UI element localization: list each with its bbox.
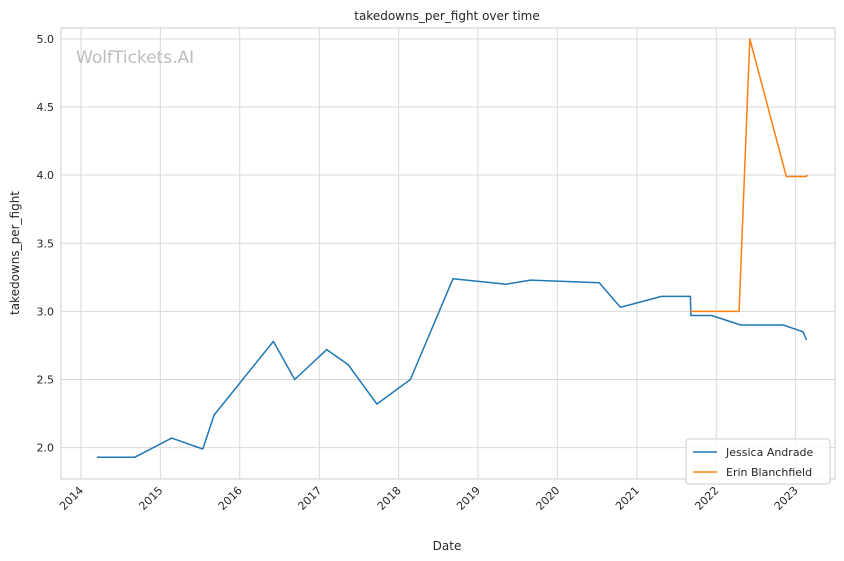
y-tick-label: 5.0 [37, 33, 55, 46]
x-tick-label: 2016 [216, 484, 245, 513]
series-line-jessica-andrade [96, 277, 808, 458]
series-lines [96, 38, 809, 458]
y-tick-label: 3.5 [37, 237, 55, 250]
grid-lines [61, 28, 835, 479]
x-tick-label: 2020 [533, 484, 562, 513]
plot-area-border [60, 27, 836, 480]
watermark: WolfTickets.AI [76, 48, 195, 68]
x-tick-label: 2019 [454, 484, 483, 513]
legend-label-jessica-andrade: Jessica Andrade [725, 446, 814, 459]
y-axis-ticks: 2.0 2.5 3.0 3.5 4.0 4.5 5.0 [37, 33, 55, 455]
legend: Jessica Andrade Erin Blanchfield [685, 438, 831, 485]
x-tick-label: 2021 [613, 484, 642, 513]
series-line-erin-blanchfield [690, 38, 809, 313]
legend-box [685, 438, 831, 485]
x-tick-label: 2023 [772, 484, 801, 513]
y-tick-label: 3.0 [37, 305, 55, 318]
y-tick-label: 4.0 [37, 169, 55, 182]
x-tick-label: 2015 [136, 484, 165, 513]
x-tick-label: 2018 [375, 484, 404, 513]
x-axis-label: Date [433, 539, 462, 553]
y-axis-label: takedowns_per_fight [8, 191, 22, 315]
chart-title: takedowns_per_fight over time [354, 9, 540, 23]
x-tick-label: 2017 [295, 484, 324, 513]
y-tick-label: 2.5 [37, 374, 55, 387]
x-tick-label: 2014 [57, 484, 86, 513]
x-axis-ticks: 2014 2015 2016 2017 2018 2019 2020 2021 2022 2023 [57, 484, 801, 513]
y-tick-label: 4.5 [37, 101, 55, 114]
y-tick-label: 2.0 [37, 442, 55, 455]
legend-label-erin-blanchfield: Erin Blanchfield [726, 466, 812, 479]
x-tick-label: 2022 [692, 484, 721, 513]
